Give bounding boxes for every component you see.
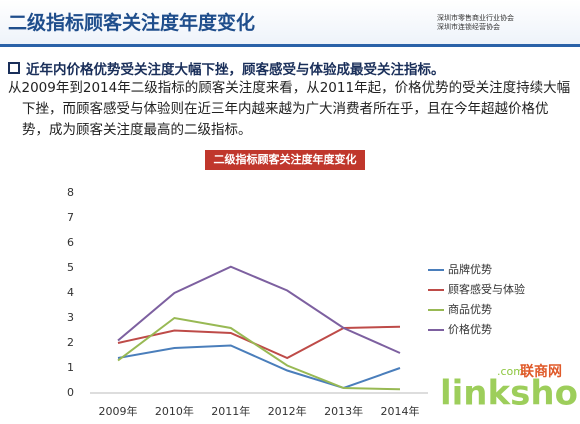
- watermark-domain: .com: [497, 365, 524, 378]
- legend-label: 商品优势: [448, 302, 492, 316]
- watermark-brand: linkshop: [440, 374, 580, 414]
- series-line: [117, 344, 401, 390]
- y-tick-label: 6: [67, 236, 74, 249]
- logo-line: 深圳市零售商业行业协会: [437, 14, 514, 22]
- logo-line: 深圳市连锁经营协会: [437, 23, 500, 31]
- y-tick-label: 3: [67, 311, 74, 324]
- y-tick-label: 4: [67, 286, 74, 299]
- paragraph: 从2009年到2014年二级指标的顾客关注度来看，从2011年起，价格优势的受关…: [8, 80, 571, 138]
- bullet: 近年内价格优势受关注度大幅下挫，顾客感受与体验成最受关注指标。: [8, 58, 445, 78]
- y-tick-label: 0: [67, 386, 74, 399]
- y-tick-label: 7: [67, 211, 74, 224]
- bullet-text: 近年内价格优势受关注度大幅下挫，顾客感受与体验成最受关注指标。: [26, 62, 445, 78]
- y-tick-label: 1: [67, 361, 74, 374]
- header-band: [0, 0, 580, 47]
- y-tick-label: 5: [67, 261, 74, 274]
- y-tick-label: 8: [67, 186, 74, 199]
- x-tick-label: 2012年: [268, 404, 307, 418]
- logo: 深圳市零售商业行业协会 深圳市连锁经营协会: [437, 14, 514, 32]
- x-tick-label: 2014年: [381, 404, 420, 418]
- series-line: [117, 316, 401, 391]
- watermark-cn: 联商网: [520, 363, 562, 380]
- legend-label: 顾客感受与体验: [448, 282, 525, 296]
- y-tick-label: 2: [67, 336, 74, 349]
- legend-label: 品牌优势: [448, 262, 492, 276]
- x-tick-label: 2011年: [211, 404, 250, 418]
- x-tick-label: 2010年: [155, 404, 194, 418]
- x-tick-label: 2013年: [324, 404, 363, 418]
- chart-title-box: [205, 150, 365, 170]
- series-line: [117, 325, 401, 360]
- x-tick-label: 2009年: [99, 404, 138, 418]
- series-line: [117, 265, 401, 354]
- chart-title: 二级指标顾客关注度年度变化: [214, 152, 357, 166]
- legend-label: 价格优势: [448, 322, 492, 336]
- slide-title: 二级指标顾客关注度年度变化: [8, 12, 256, 34]
